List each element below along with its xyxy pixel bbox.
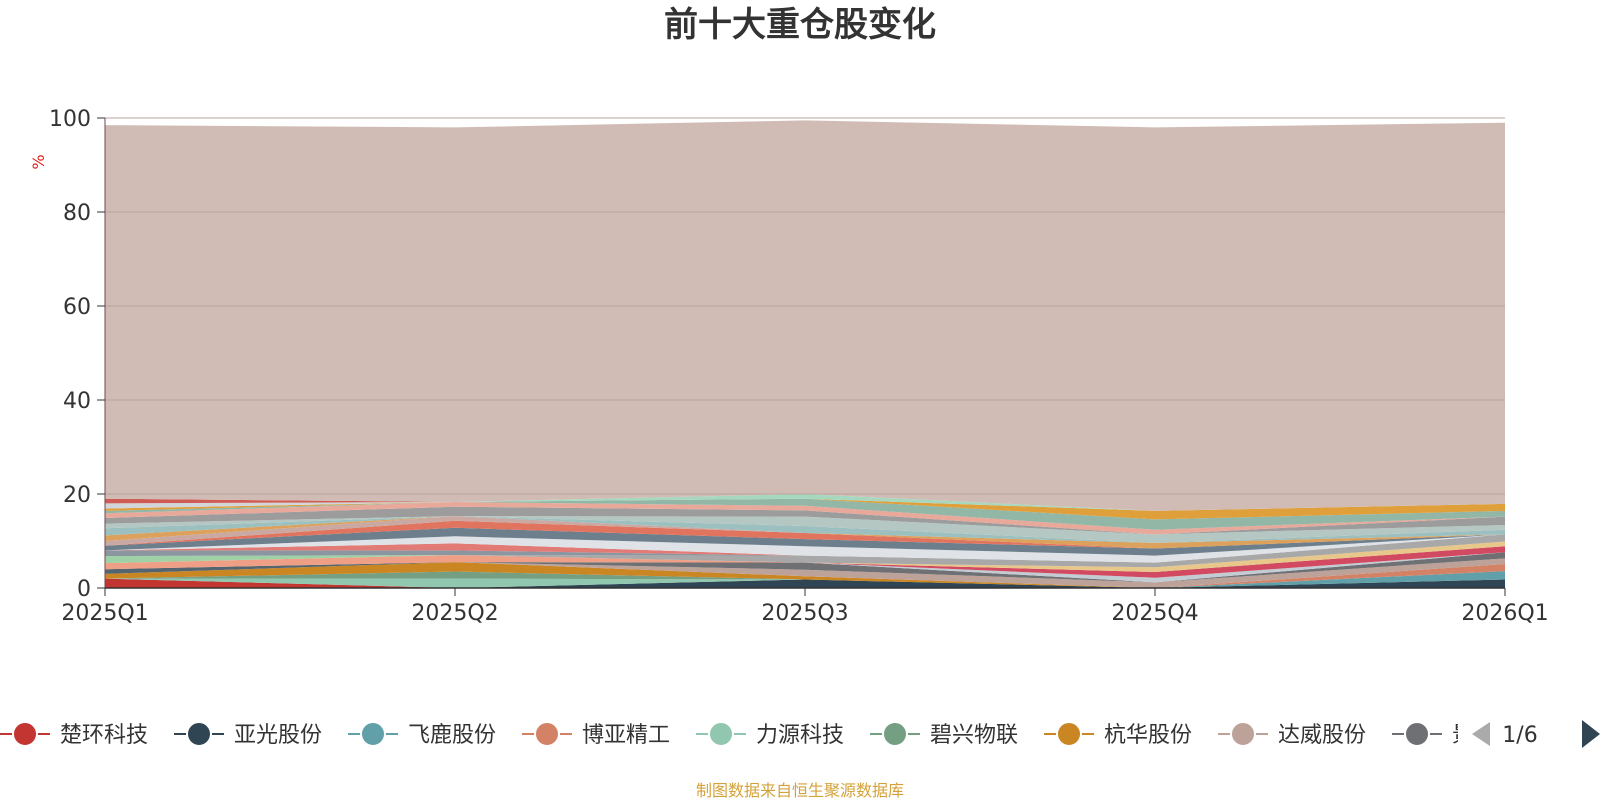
area-series-2[interactable] xyxy=(105,578,1505,588)
x-tick-label-2025q4: 2025Q4 xyxy=(1111,601,1198,626)
legend-page-indicator: 1/6 xyxy=(1502,723,1537,748)
area-series-6[interactable] xyxy=(105,564,1505,588)
area-series-9[interactable] xyxy=(105,552,1505,583)
area-series-5[interactable] xyxy=(105,564,1505,588)
area-series-20[interactable] xyxy=(105,527,1505,556)
area-series-18[interactable] xyxy=(105,534,1505,563)
y-axis-ticks: 0 20 40 60 80 100 xyxy=(49,107,105,602)
legend-label: 碧兴物联 xyxy=(930,723,1018,748)
chart-title: 前十大重仓股变化 xyxy=(664,5,936,45)
y-axis-unit-label: % xyxy=(29,154,48,169)
x-tick-label-2025q2: 2025Q2 xyxy=(411,601,498,626)
legend-pager: 1/6 xyxy=(1472,720,1600,748)
legend-marker-icon xyxy=(1230,721,1256,747)
legend-marker-icon xyxy=(882,721,908,747)
x-tick-label-2026q1: 2026Q1 xyxy=(1461,601,1548,626)
legend-marker-icon xyxy=(12,721,38,747)
legend-item-6[interactable]: 碧兴物联 xyxy=(870,721,1018,748)
legend-item-3[interactable]: 飞鹿股份 xyxy=(348,721,496,748)
legend-item-5[interactable]: 力源科技 xyxy=(696,721,844,748)
legend-marker-icon xyxy=(1056,721,1082,747)
legend-item-9-partial[interactable]: 景 xyxy=(1392,721,1474,748)
legend: 楚环科技 亚光股份 飞鹿股份 博亚精工 力源科技 碧兴物联 杭华股份 达威股份 景 xyxy=(0,721,1474,748)
legend-prev-page-icon[interactable] xyxy=(1472,722,1490,746)
legend-label: 博亚精工 xyxy=(582,723,670,748)
area-series-16[interactable] xyxy=(105,534,1505,568)
legend-label: 亚光股份 xyxy=(234,723,322,748)
legend-marker-icon xyxy=(708,721,734,747)
legend-marker-icon xyxy=(534,721,560,747)
area-series-1[interactable] xyxy=(105,578,1505,588)
area-series-21[interactable] xyxy=(105,520,1505,549)
x-tick-label-2025q1: 2025Q1 xyxy=(61,601,148,626)
area-series-7[interactable] xyxy=(105,562,1505,588)
stacked-area-layers xyxy=(105,120,1505,588)
area-series-25[interactable] xyxy=(105,516,1505,543)
gridlines xyxy=(105,117,1505,495)
area-series-33[interactable] xyxy=(105,120,1505,511)
legend-next-page-icon[interactable] xyxy=(1582,720,1600,748)
data-source-note: 制图数据来自恒生聚源数据库 xyxy=(696,781,904,800)
legend-marker-icon xyxy=(186,721,212,747)
legend-label: 力源科技 xyxy=(756,723,844,748)
legend-marker-icon xyxy=(1404,721,1430,747)
area-series-26[interactable] xyxy=(105,506,1505,535)
y-tick-label-40: 40 xyxy=(63,389,91,414)
legend-item-2[interactable]: 亚光股份 xyxy=(174,721,322,748)
legend-item-4[interactable]: 博亚精工 xyxy=(522,721,670,748)
area-series-31[interactable] xyxy=(105,494,1505,511)
legend-label: 楚环科技 xyxy=(60,723,148,748)
legend-label-partial: 景 xyxy=(1452,723,1474,748)
legend-item-7[interactable]: 杭华股份 xyxy=(1044,721,1192,748)
legend-label: 达威股份 xyxy=(1278,723,1366,748)
y-tick-label-100: 100 xyxy=(49,107,91,132)
legend-label: 飞鹿股份 xyxy=(408,723,496,748)
y-tick-label-80: 80 xyxy=(63,201,91,226)
x-tick-label-2025q3: 2025Q3 xyxy=(761,601,848,626)
area-series-24[interactable] xyxy=(105,516,1505,543)
area-series-13[interactable] xyxy=(105,546,1505,572)
area-series-28[interactable] xyxy=(105,498,1505,530)
y-tick-label-60: 60 xyxy=(63,295,91,320)
y-tick-label-20: 20 xyxy=(63,483,91,508)
area-series-29[interactable] xyxy=(105,498,1505,520)
legend-marker-icon xyxy=(360,721,386,747)
legend-item-8[interactable]: 达威股份 xyxy=(1218,721,1366,748)
x-axis-ticks: 2025Q1 2025Q2 2025Q3 2025Q4 2026Q1 xyxy=(61,588,1549,626)
y-tick-label-0: 0 xyxy=(77,577,91,602)
area-series-8[interactable] xyxy=(105,558,1505,588)
legend-label: 杭华股份 xyxy=(1104,723,1192,748)
legend-item-1[interactable]: 楚环科技 xyxy=(0,721,148,748)
area-series-19[interactable] xyxy=(105,534,1505,563)
area-series-27[interactable] xyxy=(105,502,1505,535)
